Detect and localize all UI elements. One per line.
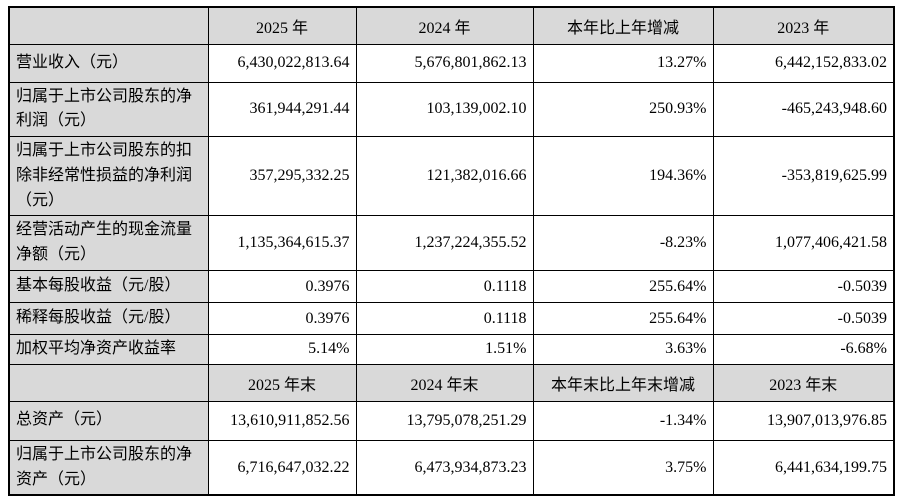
value-cell: 6,442,152,833.02 xyxy=(712,43,895,83)
value-cell: 194.36% xyxy=(532,136,714,217)
row-label-revenue: 营业收入（元） xyxy=(8,43,209,83)
table-row-weighted-avg-roe: 加权平均净资产收益率 5.14% 1.51% 3.63% -6.68% xyxy=(8,334,895,365)
table-row-revenue: 营业收入（元） 6,430,022,813.64 5,676,801,862.1… xyxy=(8,43,895,83)
value-cell: -353,819,625.99 xyxy=(712,136,895,217)
value-cell: -465,243,948.60 xyxy=(712,81,895,138)
value-cell: 6,473,934,873.23 xyxy=(355,439,534,496)
table-row-total-assets: 总资产（元） 13,610,911,852.56 13,795,078,251.… xyxy=(8,400,895,441)
value-cell: 357,295,332.25 xyxy=(207,136,357,217)
value-cell: -8.23% xyxy=(532,215,714,272)
header-cell-2023-end: 2023 年末 xyxy=(712,363,895,402)
value-cell: 13.27% xyxy=(532,43,714,83)
header-cell-2023: 2023 年 xyxy=(712,6,895,45)
value-cell: 361,944,291.44 xyxy=(207,81,357,138)
value-cell: -0.5039 xyxy=(712,302,895,336)
value-cell: 0.3976 xyxy=(207,270,357,304)
table-row-diluted-eps: 稀释每股收益（元/股） 0.3976 0.1118 255.64% -0.503… xyxy=(8,302,895,336)
row-label-weighted-avg-roe: 加权平均净资产收益率 xyxy=(8,334,209,365)
value-cell: 255.64% xyxy=(532,302,714,336)
table-row-net-assets: 归属于上市公司股东的净资产（元） 6,716,647,032.22 6,473,… xyxy=(8,439,895,496)
header-empty-cell xyxy=(8,363,209,402)
value-cell: 0.1118 xyxy=(355,270,534,304)
value-cell: 250.93% xyxy=(532,81,714,138)
row-label-operating-cash-flow: 经营活动产生的现金流量净额（元） xyxy=(8,215,209,272)
header-cell-2024: 2024 年 xyxy=(355,6,534,45)
value-cell: 6,430,022,813.64 xyxy=(207,43,357,83)
value-cell: 1,135,364,615.37 xyxy=(207,215,357,272)
value-cell: 0.1118 xyxy=(355,302,534,336)
value-cell: 3.75% xyxy=(532,439,714,496)
value-cell: 13,610,911,852.56 xyxy=(207,400,357,441)
header-row-period-end: 2025 年末 2024 年末 本年末比上年末增减 2023 年末 xyxy=(8,363,895,402)
row-label-net-profit: 归属于上市公司股东的净利润（元） xyxy=(8,81,209,138)
header-cell-2025: 2025 年 xyxy=(207,6,357,45)
header-empty-cell xyxy=(8,6,209,45)
header-cell-yoy-change: 本年比上年增减 xyxy=(532,6,714,45)
value-cell: -1.34% xyxy=(532,400,714,441)
value-cell: -0.5039 xyxy=(712,270,895,304)
header-row-annual: 2025 年 2024 年 本年比上年增减 2023 年 xyxy=(8,6,895,45)
value-cell: 6,716,647,032.22 xyxy=(207,439,357,496)
value-cell: 0.3976 xyxy=(207,302,357,336)
row-label-net-profit-excl-nonrecurring: 归属于上市公司股东的扣除非经常性损益的净利润（元） xyxy=(8,136,209,217)
value-cell: 1,077,406,421.58 xyxy=(712,215,895,272)
table-row-basic-eps: 基本每股收益（元/股） 0.3976 0.1118 255.64% -0.503… xyxy=(8,270,895,304)
header-cell-2024-end: 2024 年末 xyxy=(355,363,534,402)
value-cell: 5.14% xyxy=(207,334,357,365)
value-cell: 3.63% xyxy=(532,334,714,365)
header-cell-2025-end: 2025 年末 xyxy=(207,363,357,402)
table-row-operating-cash-flow: 经营活动产生的现金流量净额（元） 1,135,364,615.37 1,237,… xyxy=(8,215,895,272)
value-cell: 13,795,078,251.29 xyxy=(355,400,534,441)
value-cell: 1.51% xyxy=(355,334,534,365)
value-cell: 5,676,801,862.13 xyxy=(355,43,534,83)
value-cell: -6.68% xyxy=(712,334,895,365)
value-cell: 103,139,002.10 xyxy=(355,81,534,138)
header-cell-end-yoy-change: 本年末比上年末增减 xyxy=(532,363,714,402)
table-row-net-profit: 归属于上市公司股东的净利润（元） 361,944,291.44 103,139,… xyxy=(8,81,895,138)
row-label-net-assets: 归属于上市公司股东的净资产（元） xyxy=(8,439,209,496)
value-cell: 255.64% xyxy=(532,270,714,304)
value-cell: 13,907,013,976.85 xyxy=(712,400,895,441)
value-cell: 121,382,016.66 xyxy=(355,136,534,217)
value-cell: 6,441,634,199.75 xyxy=(712,439,895,496)
table-row-net-profit-excl-nonrecurring: 归属于上市公司股东的扣除非经常性损益的净利润（元） 357,295,332.25… xyxy=(8,136,895,217)
value-cell: 1,237,224,355.52 xyxy=(355,215,534,272)
row-label-diluted-eps: 稀释每股收益（元/股） xyxy=(8,302,209,336)
financial-summary-table: 2025 年 2024 年 本年比上年增减 2023 年 营业收入（元） 6,4… xyxy=(8,6,895,497)
row-label-basic-eps: 基本每股收益（元/股） xyxy=(8,270,209,304)
row-label-total-assets: 总资产（元） xyxy=(8,400,209,441)
